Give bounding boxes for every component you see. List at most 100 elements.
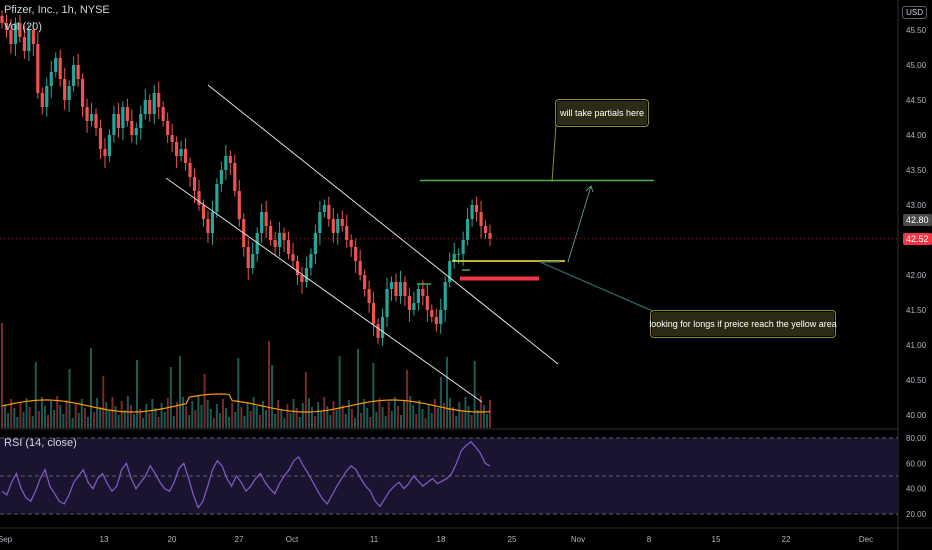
volume-bar	[258, 415, 261, 428]
volume-bar	[53, 410, 56, 428]
volume-bar	[283, 418, 286, 428]
volume-bar	[433, 399, 436, 428]
volume-bar	[200, 405, 203, 428]
candle-body	[72, 65, 76, 86]
volume-label: Vol (20)	[4, 21, 42, 33]
volume-bar	[473, 361, 476, 428]
volume-bar	[56, 396, 59, 428]
volume-bar	[403, 401, 406, 428]
volume-bar	[347, 400, 350, 428]
time-tick-label: 22	[782, 535, 791, 544]
candle-body	[63, 79, 67, 100]
volume-bar	[4, 404, 7, 428]
candle-body	[210, 212, 215, 233]
volume-bar	[350, 409, 353, 428]
volume-bar	[249, 411, 252, 428]
candle-body	[40, 93, 44, 107]
volume-bar	[406, 370, 409, 428]
volume-bar	[7, 413, 10, 428]
candle-body	[31, 30, 35, 44]
rsi-pane	[0, 437, 898, 515]
candle-body	[394, 282, 398, 296]
volume-bar	[446, 357, 449, 428]
candle-body	[76, 65, 80, 79]
volume-bar	[209, 409, 212, 428]
price-tick-label: 40.00	[906, 411, 927, 420]
candle-body	[457, 254, 461, 255]
candle-body	[349, 240, 353, 247]
volume-bar	[314, 416, 317, 428]
candle-body	[134, 128, 138, 135]
candle-body	[89, 114, 94, 121]
candle-body	[188, 163, 192, 177]
candle-body	[336, 219, 340, 233]
volume-bar	[47, 415, 50, 428]
volume-bar	[169, 367, 172, 428]
rsi-tick-label: 80.00	[906, 434, 927, 443]
volume-bar	[482, 405, 485, 428]
volume-bar	[203, 374, 206, 428]
candle-body	[192, 177, 197, 191]
callout-longs[interactable]: looking for longs if preice reach the ye…	[649, 310, 837, 338]
volume-bar	[246, 402, 249, 428]
candles	[0, 10, 492, 346]
candle-body	[58, 58, 62, 79]
candle-body	[49, 72, 53, 86]
candle-body	[354, 247, 358, 261]
volume-bar	[19, 403, 22, 428]
volume-bar	[182, 397, 185, 428]
price-tick-label: 41.00	[906, 341, 927, 350]
volume-bar	[295, 408, 298, 428]
volume-bar	[151, 399, 154, 428]
volume-bar	[102, 376, 105, 428]
candle-body	[407, 296, 412, 310]
volume-bar	[172, 416, 175, 428]
volume-bar	[439, 377, 442, 428]
candle-body	[277, 233, 282, 247]
callout-partials[interactable]: will take partials here	[555, 99, 649, 127]
volume-bar	[132, 414, 135, 428]
volume-bar	[212, 418, 215, 428]
volume-bar	[372, 363, 375, 428]
candle-body	[112, 114, 116, 135]
volume-bar	[77, 413, 80, 428]
time-tick-label: 25	[508, 535, 517, 544]
volume-bar	[464, 397, 467, 428]
volume-bar	[452, 407, 455, 428]
candle-body	[474, 205, 479, 212]
candle-body	[430, 310, 434, 317]
volume-bar	[243, 416, 246, 428]
volume-bar	[129, 405, 132, 428]
price-tick-label: 40.50	[906, 376, 927, 385]
candle-body	[206, 219, 210, 233]
candle-body	[304, 268, 309, 282]
volume-bar	[34, 362, 37, 428]
volume-bar	[424, 418, 427, 428]
time-tick-label: 20	[168, 535, 177, 544]
candle-body	[67, 86, 71, 100]
price-tick-label: 45.50	[906, 26, 927, 35]
volume-bar	[387, 402, 390, 428]
volume-bar	[37, 411, 40, 428]
volume-bar	[237, 358, 240, 428]
candle-body	[269, 226, 273, 240]
volume-bar	[366, 408, 369, 428]
candle-body	[345, 226, 349, 240]
time-tick-label: Oct	[286, 535, 299, 544]
volume-bar	[96, 398, 99, 428]
candle-body	[121, 107, 125, 128]
volume-bar	[218, 413, 221, 428]
volume-bar	[467, 406, 470, 428]
volume-bar	[221, 399, 224, 428]
time-tick-label: 15	[712, 535, 721, 544]
candle-body	[300, 275, 304, 282]
volume-bar	[301, 403, 304, 428]
volume-bar	[1, 323, 3, 428]
volume-bar	[436, 408, 439, 428]
volume-bar	[274, 414, 277, 428]
candle-body	[152, 93, 156, 114]
volume-bar	[90, 348, 93, 428]
candle-body	[224, 156, 228, 170]
currency-badge[interactable]: USD	[902, 6, 927, 19]
candle-body	[448, 261, 452, 282]
